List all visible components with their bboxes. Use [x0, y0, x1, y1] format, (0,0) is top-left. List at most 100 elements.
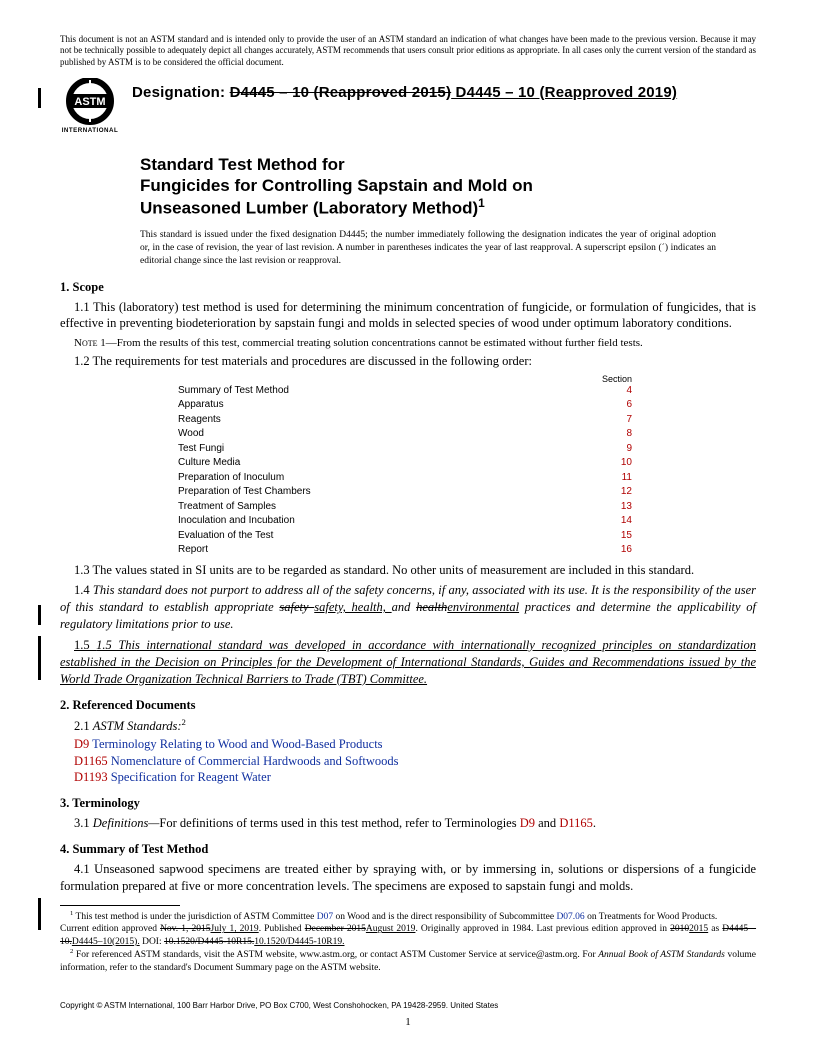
contents-num: 15	[621, 529, 638, 544]
para-1-4-strike2: health	[416, 600, 447, 614]
para-2-1-label: ASTM Standards:	[93, 719, 182, 733]
contents-num: 11	[622, 471, 638, 486]
footnote-1: 1 This test method is under the jurisdic…	[60, 910, 756, 924]
table-row: Reagents 7	[178, 413, 638, 428]
astm-logo: ASTM INTERNATIONAL	[60, 78, 120, 136]
footnote-2-text-a: For referenced ASTM standards, visit the…	[73, 950, 598, 960]
contents-num: 16	[621, 543, 638, 558]
ref-code: D1165	[74, 754, 108, 768]
section-4-head: 4. Summary of Test Method	[60, 842, 756, 857]
ref-title: Terminology Relating to Wood and Wood-Ba…	[89, 737, 382, 751]
contents-num: 12	[621, 485, 638, 500]
footnote-rule	[60, 905, 180, 906]
footnote-1-d07: D07	[317, 912, 333, 922]
fn1b-i5: 10.1520/D4445-10R19.	[254, 937, 344, 947]
fn1b-s3: 2010	[670, 924, 689, 934]
fn1b-i1: July 1, 2019	[211, 924, 259, 934]
designation-new: D4445 – 10 (Reapproved 2019)	[451, 84, 677, 101]
title-block: Standard Test Method for Fungicides for …	[140, 154, 756, 219]
table-row: Treatment of Samples 13	[178, 500, 638, 515]
contents-num: 10	[621, 456, 638, 471]
contents-label: Apparatus	[178, 398, 224, 413]
header-disclaimer: This document is not an ASTM standard an…	[60, 34, 756, 68]
header-row: ASTM INTERNATIONAL Designation: D4445 – …	[60, 78, 756, 136]
note-text: 1—From the results of this test, commerc…	[98, 337, 643, 349]
table-row: Preparation of Inoculum 11	[178, 471, 638, 486]
contents-label: Wood	[178, 427, 204, 442]
table-row: Test Fungi9	[178, 442, 638, 457]
fn1b-i3: 2015	[689, 924, 708, 934]
contents-label: Summary of Test Method	[178, 384, 289, 399]
contents-num: 7	[626, 413, 638, 428]
para-1-5: 1.5 1.5 This international standard was …	[60, 637, 756, 688]
ref-code: D9	[74, 737, 89, 751]
fn1b-s2: December 2015	[305, 924, 366, 934]
para-3-1-text: For definitions of terms used in this te…	[159, 816, 519, 830]
contents-label: Preparation of Inoculum	[178, 471, 284, 486]
contents-table: Section Summary of Test Method4 Apparatu…	[178, 374, 638, 558]
footnote-1-line2: Current edition approved Nov. 1, 2015Jul…	[60, 923, 756, 948]
contents-label: Culture Media	[178, 456, 240, 471]
para-4-1: 4.1 Unseasoned sapwood specimens are tre…	[60, 861, 756, 895]
footnote-2: 2 For referenced ASTM standards, visit t…	[60, 948, 756, 974]
change-bar	[38, 88, 41, 108]
section-3-head: 3. Terminology	[60, 796, 756, 811]
contents-label: Reagents	[178, 413, 221, 428]
designation-label: Designation:	[132, 84, 230, 101]
table-row: Preparation of Test Chambers12	[178, 485, 638, 500]
ref-title: Nomenclature of Commercial Hardwoods and…	[108, 754, 399, 768]
contents-label: Evaluation of the Test	[178, 529, 273, 544]
change-bar	[38, 605, 41, 625]
para-1-3: 1.3 The values stated in SI units are to…	[60, 562, 756, 579]
title-line2: Fungicides for Controlling Sapstain and …	[140, 175, 756, 196]
ref-item: D1165 Nomenclature of Commercial Hardwoo…	[60, 753, 756, 770]
fn1b-e: DOI:	[140, 937, 164, 947]
para-2-1-sup: 2	[182, 717, 186, 727]
fn1b-s5: 10.1520/D4445-10R15.	[164, 937, 254, 947]
table-row: Inoculation and Incubation14	[178, 514, 638, 529]
para-1-5-text: 1.5 This international standard was deve…	[60, 638, 756, 686]
fn1b-i4: D4445–10(2015).	[72, 937, 140, 947]
para-1-4-strike1: safety	[279, 600, 314, 614]
ref-inline-d9: D9	[520, 816, 535, 830]
para-1-4: 1.4 This standard does not purport to ad…	[60, 582, 756, 633]
fn1b-c: . Originally approved in 1984. Last prev…	[415, 924, 670, 934]
contents-label: Inoculation and Incubation	[178, 514, 295, 529]
title-line1: Standard Test Method for	[140, 154, 756, 175]
para-1-1: 1.1 This (laboratory) test method is use…	[60, 299, 756, 333]
page-number: 1	[0, 1016, 816, 1028]
para-1-4-ins1: safety, health,	[314, 600, 391, 614]
ref-item: D9 Terminology Relating to Wood and Wood…	[60, 736, 756, 753]
copyright-line: Copyright © ASTM International, 100 Barr…	[60, 1001, 498, 1010]
contents-num: 4	[626, 384, 638, 399]
table-row: Wood8	[178, 427, 638, 442]
contents-label: Report	[178, 543, 208, 558]
contents-label: Treatment of Samples	[178, 500, 276, 515]
change-bar	[38, 898, 41, 930]
note-1: Note 1—From the results of this test, co…	[60, 336, 756, 350]
footnote-1-text-b: on Wood and is the direct responsibility…	[333, 912, 556, 922]
title-line3-text: Unseasoned Lumber (Laboratory Method)	[140, 199, 478, 218]
fn1b-d: as	[708, 924, 722, 934]
svg-text:INTERNATIONAL: INTERNATIONAL	[62, 127, 119, 134]
para-3-1: 3.1 Definitions—For definitions of terms…	[60, 815, 756, 832]
table-row: Culture Media 10	[178, 456, 638, 471]
para-1-2: 1.2 The requirements for test materials …	[60, 353, 756, 370]
fn1b-a: Current edition approved	[60, 924, 160, 934]
ref-code: D1193	[74, 770, 108, 784]
change-bar	[38, 636, 41, 680]
para-1-5-num: 1.5	[74, 638, 96, 652]
para-1-4-text-b: and	[392, 600, 416, 614]
designation-old: D4445 – 10 (Reapproved 2015)	[230, 84, 452, 101]
contents-num: 9	[626, 442, 638, 457]
footnote-2-text-b: Annual Book of ASTM Standards	[598, 950, 725, 960]
page: This document is not an ASTM standard an…	[0, 0, 816, 1014]
para-2-1-num: 2.1	[74, 719, 93, 733]
ref-inline-d1165: D1165	[559, 816, 593, 830]
contents-num: 13	[621, 500, 638, 515]
issued-under-note: This standard is issued under the fixed …	[140, 229, 716, 267]
para-3-1-num: 3.1	[74, 816, 93, 830]
table-row: Summary of Test Method 4	[178, 384, 638, 399]
para-3-1-label: Definitions—	[93, 816, 160, 830]
note-label: Note	[74, 337, 98, 349]
